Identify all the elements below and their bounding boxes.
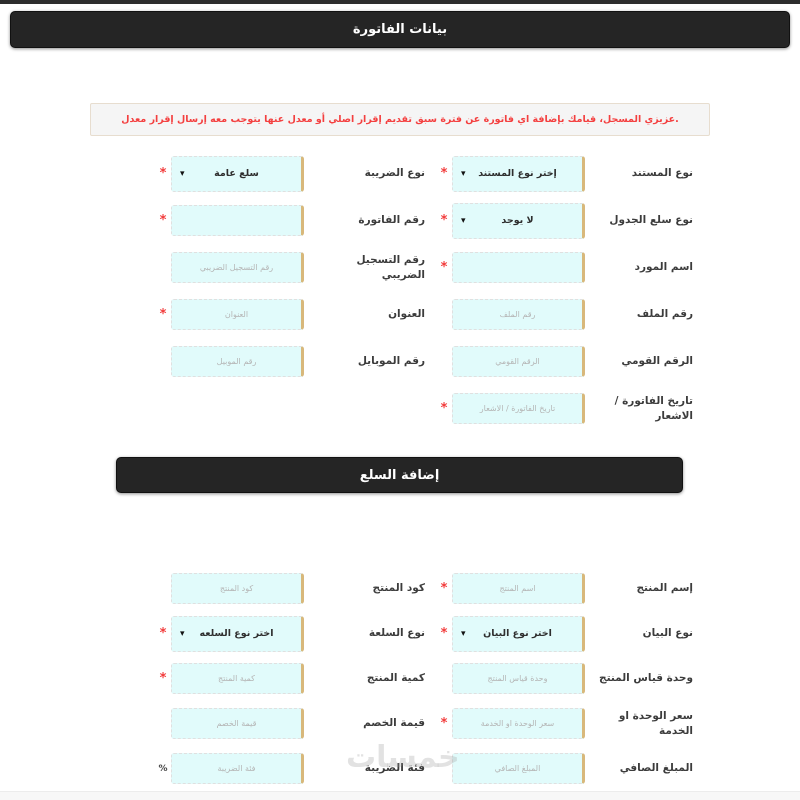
table-goods-type-select[interactable]: ▾ لا يوجد: [452, 202, 585, 239]
document-type-select[interactable]: ▾ إختر نوع المستند: [452, 155, 585, 192]
tax-category-percent-suffix: %: [158, 763, 168, 774]
tax-type-select[interactable]: ▾ سلع عامة: [171, 155, 304, 192]
chevron-down-icon: ▾: [461, 168, 466, 179]
supplier-name-input[interactable]: [452, 252, 585, 283]
product-quantity-label: كمية المنتج: [366, 672, 425, 685]
invoice-date-input[interactable]: [452, 393, 585, 424]
tax-registration-number-label: رقم التسجيل الضريبي: [356, 254, 425, 281]
statement-type-selected-value: اختر نوع البيان: [483, 628, 552, 639]
product-name-field: *: [433, 573, 585, 604]
footer-strip: [0, 791, 800, 800]
invoice-number-field: *: [152, 205, 304, 236]
invoice-number-input[interactable]: [171, 205, 304, 236]
tax-type-label: نوع الضريبة: [364, 167, 425, 180]
required-asterisk: *: [440, 260, 448, 275]
document-type-field: ▾ إختر نوع المستند *: [433, 155, 585, 192]
tax-type-selected-value: سلع عامة: [214, 168, 259, 179]
invoice-date-field: *: [433, 393, 585, 424]
tax-category-input[interactable]: [171, 753, 304, 784]
section-header-invoice-data: بيانات الفاتورة: [10, 11, 790, 48]
required-asterisk: *: [440, 166, 448, 181]
add-goods-form: إسم المنتج * كود المنتج نوع البيان ▾ اختر نوع…: [148, 566, 693, 791]
product-quantity-input[interactable]: [171, 663, 304, 694]
required-asterisk: *: [440, 401, 448, 416]
invoice-date-label: تاريخ الفاتورة / الاشعار: [614, 395, 693, 422]
product-name-label: إسم المنتج: [636, 582, 693, 595]
invoice-data-form: نوع المستند ▾ إختر نوع المستند * نوع الضريبة…: [148, 150, 693, 432]
required-asterisk: *: [440, 716, 448, 731]
invoice-number-label: رقم الفاتورة: [358, 214, 425, 227]
product-unit-input[interactable]: [452, 663, 585, 694]
product-unit-label: وحدة قياس المنتج: [599, 672, 693, 685]
goods-type-select[interactable]: ▾ اختر نوع السلعه: [171, 615, 304, 652]
unit-price-field: *: [433, 708, 585, 739]
document-type-selected-value: إختر نوع المستند: [478, 168, 557, 179]
national-id-label: الرقم القومي: [621, 355, 693, 368]
document-type-label: نوع المستند: [631, 167, 693, 180]
tax-registration-number-input[interactable]: [171, 252, 304, 283]
address-field: *: [152, 299, 304, 330]
goods-type-field: ▾ اختر نوع السلعه *: [152, 615, 304, 652]
section-header-add-goods: إضافة السلع: [116, 457, 683, 493]
product-code-label: كود المنتج: [372, 582, 425, 595]
net-amount-input[interactable]: [452, 753, 585, 784]
statement-type-select[interactable]: ▾ اختر نوع البيان: [452, 615, 585, 652]
discount-value-field: [152, 708, 304, 739]
product-unit-field: [433, 663, 585, 694]
net-amount-label: المبلغ الصافي: [619, 762, 693, 775]
discount-value-input[interactable]: [171, 708, 304, 739]
unit-price-label: سعر الوحدة او الخدمة: [618, 710, 693, 737]
mobile-number-field: [152, 346, 304, 377]
file-number-field: [433, 299, 585, 330]
statement-type-field: ▾ اختر نوع البيان *: [433, 615, 585, 652]
statement-type-label: نوع البيان: [642, 627, 693, 640]
chevron-down-icon: ▾: [180, 628, 185, 639]
table-goods-type-label: نوع سلع الجدول: [609, 214, 693, 227]
unit-price-input[interactable]: [452, 708, 585, 739]
tax-type-field: ▾ سلع عامة *: [152, 155, 304, 192]
section-title: بيانات الفاتورة: [352, 22, 448, 37]
tax-registration-number-field: [152, 252, 304, 283]
top-strip: [0, 0, 800, 4]
tax-category-label: فئة الضريبة: [364, 762, 425, 775]
mobile-number-label: رقم الموبايل: [357, 355, 425, 368]
product-quantity-field: *: [152, 663, 304, 694]
required-asterisk: *: [159, 671, 167, 686]
address-label: العنوان: [388, 308, 425, 321]
required-asterisk: *: [159, 166, 167, 181]
required-asterisk: *: [159, 213, 167, 228]
net-amount-field: [433, 753, 585, 784]
warning-banner: عزيزي المسجل، قيامك بإضافة اي فاتورة عن …: [90, 103, 710, 136]
product-code-input[interactable]: [171, 573, 304, 604]
table-goods-type-selected-value: لا يوجد: [501, 215, 534, 226]
file-number-label: رقم الملف: [636, 308, 693, 321]
table-goods-type-field: ▾ لا يوجد *: [433, 202, 585, 239]
chevron-down-icon: ▾: [180, 168, 185, 179]
goods-type-label: نوع السلعة: [368, 627, 425, 640]
chevron-down-icon: ▾: [461, 215, 466, 226]
product-name-input[interactable]: [452, 573, 585, 604]
required-asterisk: *: [440, 626, 448, 641]
required-asterisk: *: [159, 307, 167, 322]
goods-type-selected-value: اختر نوع السلعه: [199, 628, 274, 639]
supplier-name-field: *: [433, 252, 585, 283]
warning-text: عزيزي المسجل، قيامك بإضافة اي فاتورة عن …: [121, 114, 679, 125]
required-asterisk: *: [159, 626, 167, 641]
national-id-field: [433, 346, 585, 377]
supplier-name-label: اسم المورد: [634, 261, 693, 274]
required-asterisk: *: [440, 213, 448, 228]
chevron-down-icon: ▾: [461, 628, 466, 639]
mobile-number-input[interactable]: [171, 346, 304, 377]
discount-value-label: قيمة الخصم: [363, 717, 425, 730]
section-title: إضافة السلع: [359, 467, 440, 483]
address-input[interactable]: [171, 299, 304, 330]
tax-category-field: %: [152, 753, 304, 784]
file-number-input[interactable]: [452, 299, 585, 330]
product-code-field: [152, 573, 304, 604]
national-id-input[interactable]: [452, 346, 585, 377]
watermark: خمسات: [346, 740, 460, 775]
required-asterisk: *: [440, 581, 448, 596]
